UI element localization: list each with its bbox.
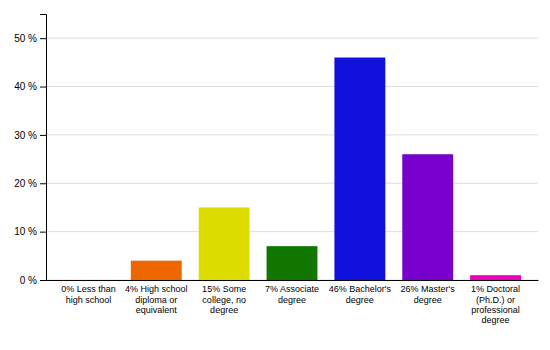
- y-tick-label: 30 %: [14, 130, 37, 141]
- x-axis: 0% Less thanhigh school 4% High schooldip…: [47, 281, 539, 326]
- x-tick: 1% Doctoral(Ph.D.) orprofessionaldegree: [471, 284, 520, 325]
- bar: [267, 246, 318, 280]
- x-tick-label-line: degree: [346, 295, 374, 305]
- y-tick-label: 20 %: [14, 178, 37, 189]
- x-tick-label-line: 4% High school: [125, 284, 188, 294]
- x-tick-label: 15% Somecollege, nodegree: [202, 284, 246, 315]
- y-tick-mark: [40, 38, 46, 39]
- x-tick-label-line: degree: [210, 305, 238, 315]
- grid-line: [46, 183, 538, 184]
- y-tick-label: 50 %: [14, 33, 37, 44]
- y-tick-label: 40 %: [14, 81, 37, 92]
- grid-line: [46, 231, 538, 232]
- x-tick-label-line: 1% Doctoral: [471, 284, 520, 294]
- x-tick-label-line: degree: [278, 295, 306, 305]
- x-tick-label-line: college, no: [202, 295, 246, 305]
- bar: [334, 58, 385, 280]
- grid: [46, 38, 538, 280]
- x-tick-label-line: diploma or: [135, 295, 177, 305]
- x-tick: 15% Somecollege, nodegree: [202, 284, 246, 315]
- bar: [470, 275, 521, 280]
- x-tick-label: 0% Less thanhigh school: [61, 284, 116, 304]
- x-tick-label-line: degree: [482, 315, 510, 325]
- y-tick: 50 %: [14, 33, 46, 44]
- x-tick-label: 26% Master'sdegree: [401, 284, 456, 304]
- x-tick: 46% Bachelor'sdegree: [329, 284, 392, 304]
- x-tick-label-line: 26% Master's: [401, 284, 456, 294]
- x-tick-label-line: 7% Associate: [265, 284, 319, 294]
- bar: [63, 280, 114, 281]
- bar: [402, 154, 453, 280]
- y-tick: 20 %: [14, 178, 46, 189]
- y-tick-label: 10 %: [14, 226, 37, 237]
- x-tick-label-line: equivalent: [136, 305, 178, 315]
- x-tick: 4% High schooldiploma orequivalent: [125, 284, 188, 315]
- y-tick: 10 %: [14, 226, 46, 237]
- grid-line: [46, 134, 538, 135]
- chart: 0 % 10 % 20 % 30 % 40 % 50 % 0% Less thanhigh …: [0, 0, 550, 350]
- plot: 0 % 10 % 20 % 30 % 40 % 50 % 0% Less thanhigh …: [14, 15, 538, 326]
- x-tick: 7% Associatedegree: [265, 284, 319, 304]
- y-axis-line: [40, 15, 47, 281]
- y-tick: 40 %: [14, 81, 46, 92]
- bar: [131, 261, 182, 280]
- x-tick-label-line: professional: [471, 305, 520, 315]
- x-axis-line: [47, 280, 539, 281]
- y-tick-mark: [40, 232, 46, 233]
- x-tick-label-line: 46% Bachelor's: [329, 284, 392, 294]
- grid-line: [46, 86, 538, 87]
- x-tick-label: 1% Doctoral(Ph.D.) orprofessionaldegree: [471, 284, 520, 325]
- y-tick: 0 %: [20, 275, 46, 286]
- y-tick-mark: [40, 87, 46, 88]
- x-tick-label-line: high school: [66, 295, 112, 305]
- x-tick: 0% Less thanhigh school: [61, 284, 116, 304]
- x-tick-label: 4% High schooldiploma orequivalent: [125, 284, 188, 315]
- y-tick-mark: [40, 280, 46, 281]
- x-tick-label: 46% Bachelor'sdegree: [329, 284, 392, 304]
- y-axis: 0 % 10 % 20 % 30 % 40 % 50 %: [14, 15, 46, 286]
- y-tick: 30 %: [14, 130, 46, 141]
- x-tick-label-line: 0% Less than: [61, 284, 116, 294]
- x-tick-label: 7% Associatedegree: [265, 284, 319, 304]
- y-tick-label: 0 %: [20, 275, 37, 286]
- y-tick-mark: [40, 135, 46, 136]
- x-tick-label-line: degree: [414, 295, 442, 305]
- x-tick: 26% Master'sdegree: [401, 284, 456, 304]
- bars: [131, 58, 521, 280]
- y-tick-mark: [40, 183, 46, 184]
- x-tick-label-line: 15% Some: [202, 284, 246, 294]
- x-tick-label-line: (Ph.D.) or: [476, 295, 515, 305]
- grid-line: [46, 38, 538, 39]
- bar: [199, 207, 250, 280]
